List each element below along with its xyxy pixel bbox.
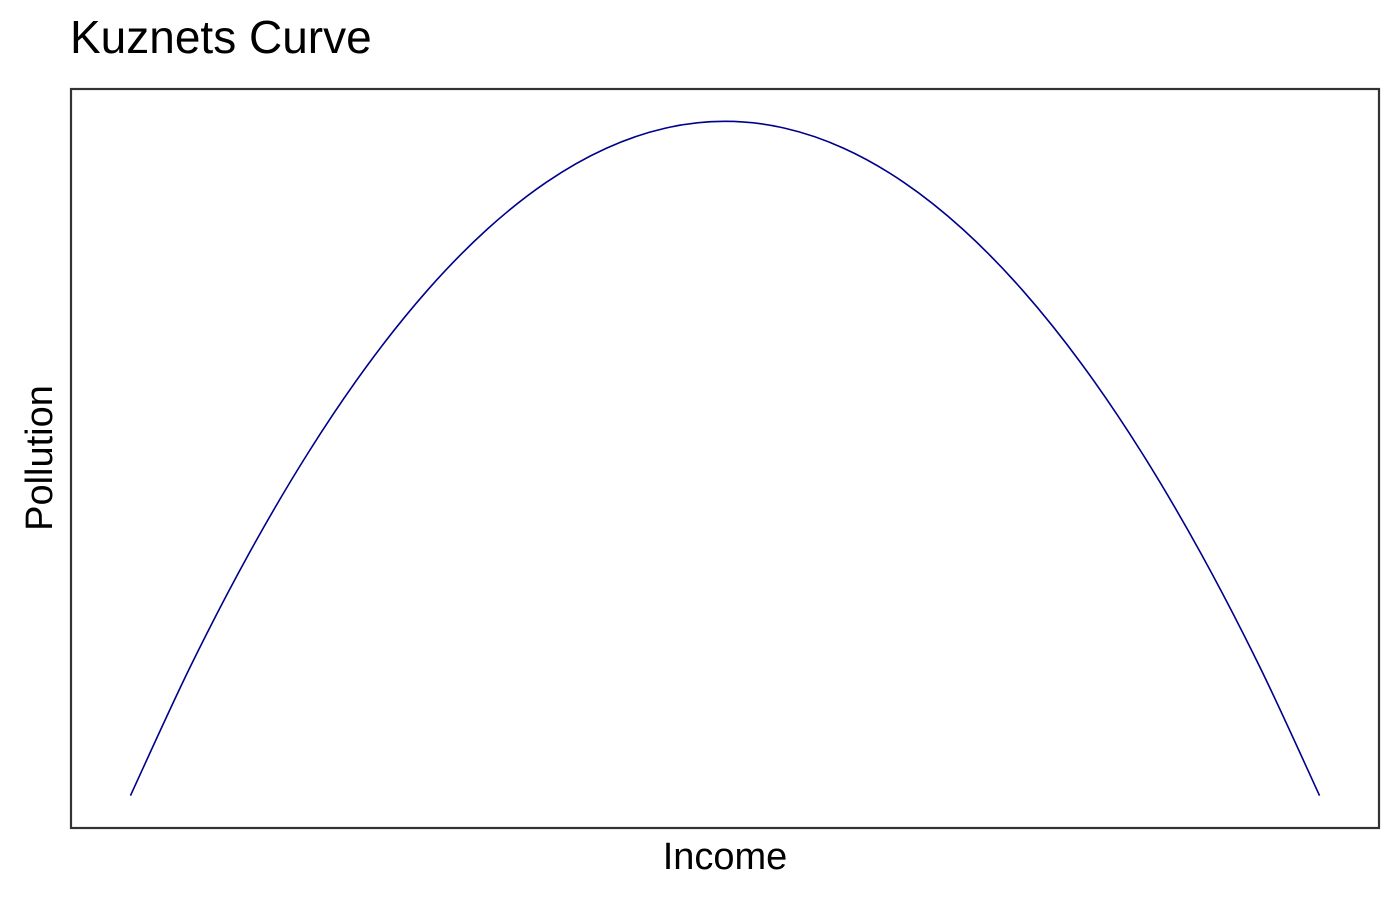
y-axis-label: Pollution (19, 385, 61, 531)
series-line-0 (129, 120, 1321, 796)
plot-panel-border (69, 87, 1381, 830)
chart-title: Kuznets Curve (70, 11, 372, 63)
x-axis-label: Income (662, 836, 788, 878)
series-layer (129, 120, 1321, 796)
